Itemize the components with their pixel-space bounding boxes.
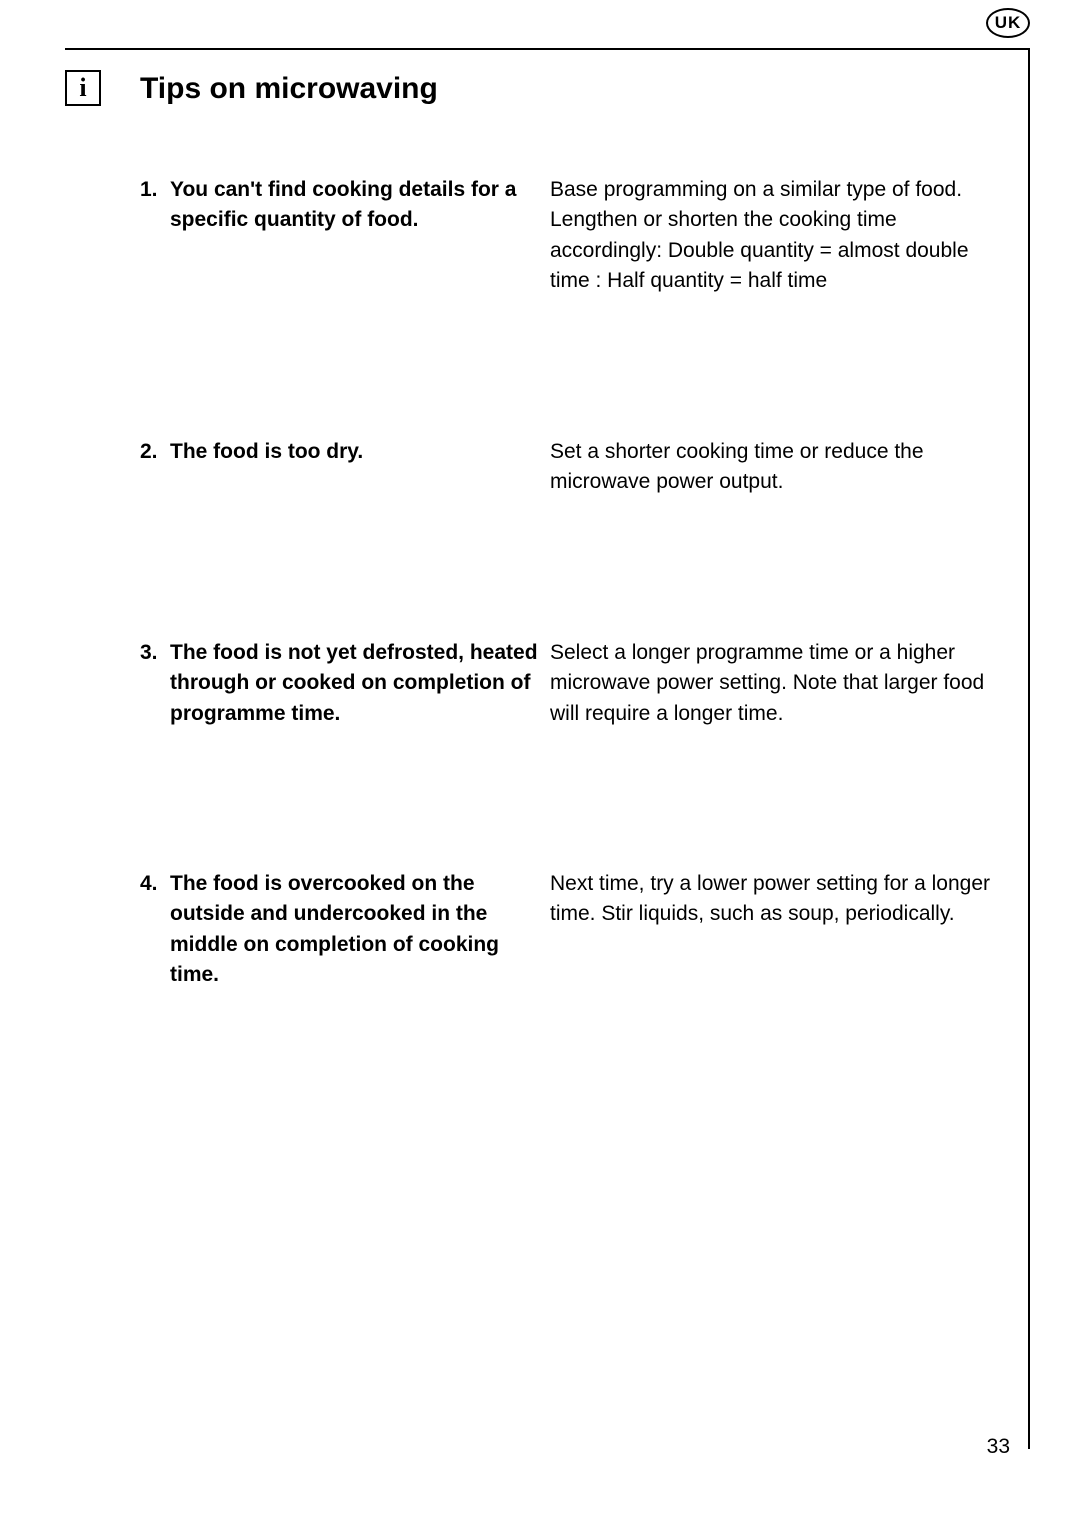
tip-problem: 3. The food is not yet defrosted, heated… (140, 638, 540, 729)
tip-row: 4. The food is overcooked on the outside… (140, 869, 990, 991)
tip-row: 1. You can't find cooking details for a … (140, 175, 990, 297)
tips-list: 1. You can't find cooking details for a … (140, 175, 990, 1131)
manual-page: UK i Tips on microwaving 1. You can't fi… (0, 0, 1080, 1529)
tip-solution: Next time, try a lower power setting for… (540, 869, 990, 991)
tip-problem-text: The food is overcooked on the outside an… (170, 869, 540, 991)
page-title: Tips on microwaving (140, 72, 438, 106)
tip-row: 2. The food is too dry. Set a shorter co… (140, 437, 990, 498)
tip-row: 3. The food is not yet defrosted, heated… (140, 638, 990, 729)
page-number: 33 (987, 1435, 1010, 1459)
region-badge: UK (986, 8, 1030, 38)
tip-number: 2. (140, 437, 170, 498)
tip-solution: Select a longer programme time or a high… (540, 638, 990, 729)
tip-problem-text: The food is not yet defrosted, heated th… (170, 638, 540, 729)
tip-number: 3. (140, 638, 170, 729)
tip-number: 4. (140, 869, 170, 991)
tip-solution: Base programming on a similar type of fo… (540, 175, 990, 297)
tip-problem-text: The food is too dry. (170, 437, 363, 498)
tip-solution: Set a shorter cooking time or reduce the… (540, 437, 990, 498)
top-rule (65, 48, 1030, 50)
tip-problem: 2. The food is too dry. (140, 437, 540, 498)
tip-problem: 4. The food is overcooked on the outside… (140, 869, 540, 991)
tip-number: 1. (140, 175, 170, 297)
tip-problem-text: You can't find cooking details for a spe… (170, 175, 540, 297)
right-rule (1028, 48, 1030, 1449)
tip-problem: 1. You can't find cooking details for a … (140, 175, 540, 297)
info-icon: i (65, 70, 101, 106)
